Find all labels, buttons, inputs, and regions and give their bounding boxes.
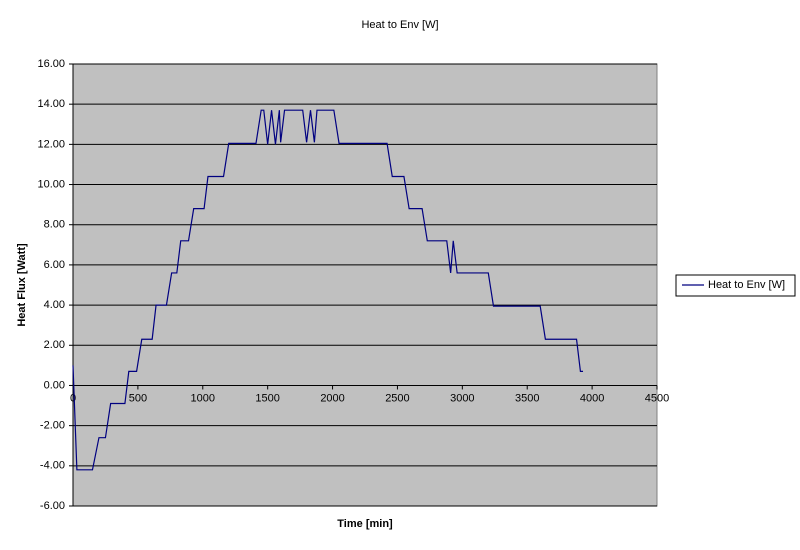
y-tick-label: 4.00 [44, 299, 65, 311]
y-tick-label: 8.00 [44, 219, 65, 231]
x-tick-label: 3500 [515, 392, 539, 404]
x-tick-label: 4000 [580, 392, 604, 404]
legend-label: Heat to Env [W] [708, 279, 785, 291]
y-tick-label: 6.00 [44, 259, 65, 271]
y-tick-label: 16.00 [37, 58, 65, 70]
legend-box [675, 274, 796, 297]
x-tick-label: 1000 [191, 392, 215, 404]
chart-title: Heat to Env [W] [361, 19, 438, 31]
y-tick-label: 10.00 [37, 178, 65, 190]
data-line [72, 109, 584, 471]
y-tick-label: -6.00 [40, 500, 65, 512]
y-axis-label: Heat Flux [Watt] [16, 243, 28, 327]
x-tick-label: 500 [129, 392, 147, 404]
x-tick-label: 3000 [450, 392, 474, 404]
x-axis-label: Time [min] [337, 518, 393, 530]
x-tick-label: 2000 [320, 392, 344, 404]
x-tick-label: 4500 [645, 392, 669, 404]
x-tick-label: 0 [70, 392, 76, 404]
y-tick-label: 0.00 [44, 379, 65, 391]
y-tick-label: 2.00 [44, 339, 65, 351]
y-tick-label: 14.00 [37, 98, 65, 110]
x-tick-label: 2500 [385, 392, 409, 404]
plot-area [72, 63, 658, 507]
y-tick-label: 12.00 [37, 138, 65, 150]
y-tick-label: -4.00 [40, 460, 65, 472]
x-tick-label: 1500 [255, 392, 279, 404]
y-tick-label: -2.00 [40, 420, 65, 432]
